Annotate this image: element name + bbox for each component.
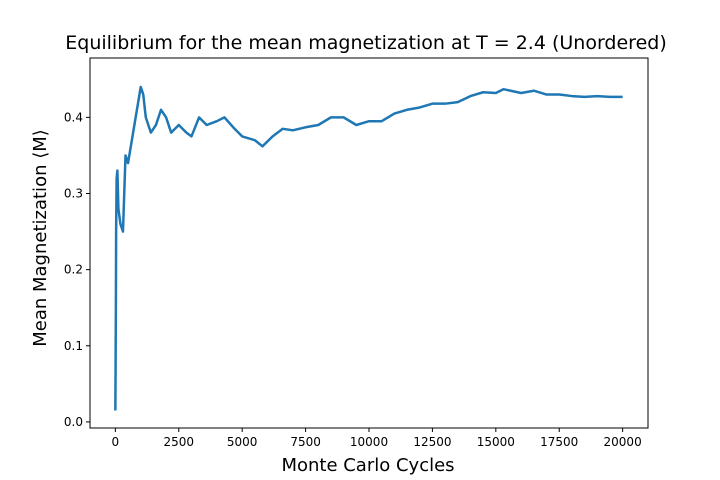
y-axis-label: Mean Magnetization ⟨M⟩ bbox=[30, 129, 51, 347]
y-tick-label: 0.4 bbox=[64, 110, 83, 124]
x-tick-label: 15000 bbox=[477, 435, 515, 449]
y-tick-label: 0.1 bbox=[64, 339, 83, 353]
x-tick-label: 7500 bbox=[290, 435, 321, 449]
y-tick-label: 0.0 bbox=[64, 415, 83, 429]
y-tick-label: 0.2 bbox=[64, 263, 83, 277]
x-tick-label: 2500 bbox=[163, 435, 194, 449]
y-tick-label: 0.3 bbox=[64, 187, 83, 201]
x-tick-label: 20000 bbox=[604, 435, 642, 449]
x-tick-label: 0 bbox=[112, 435, 120, 449]
x-axis-label: Monte Carlo Cycles bbox=[281, 455, 454, 476]
x-tick-label: 10000 bbox=[350, 435, 388, 449]
x-tick-label: 5000 bbox=[227, 435, 258, 449]
chart-title: Equilibrium for the mean magnetization a… bbox=[65, 32, 666, 54]
data-line bbox=[114, 85, 623, 411]
x-tick-label: 17500 bbox=[540, 435, 578, 449]
x-tick-label: 12500 bbox=[413, 435, 451, 449]
